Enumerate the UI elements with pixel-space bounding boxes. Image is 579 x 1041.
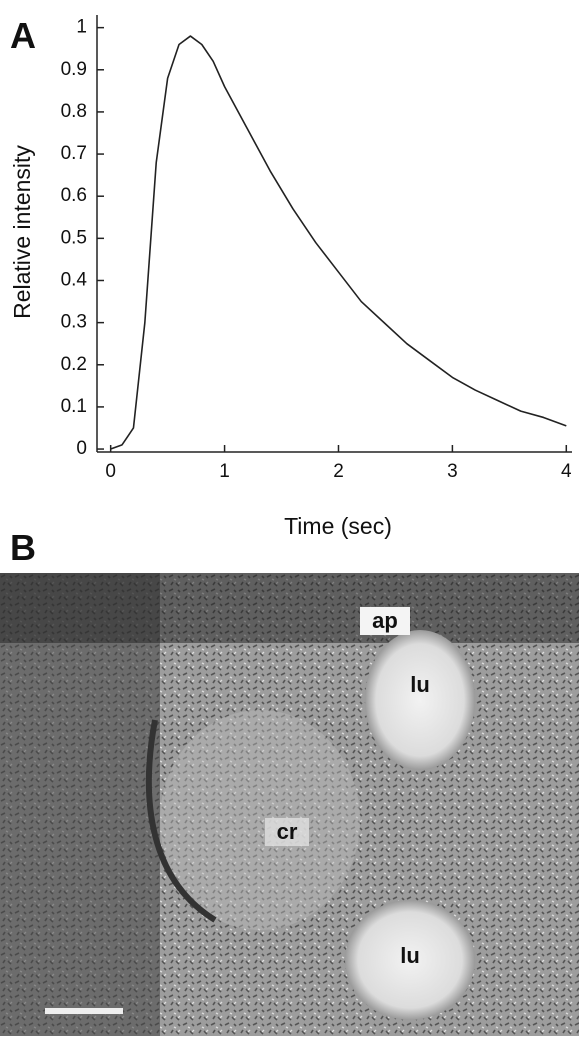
image-label: lu — [400, 943, 420, 968]
x-tick-label: 0 — [105, 461, 116, 482]
x-tick-label: 4 — [561, 461, 572, 482]
y-tick-label: 0.5 — [61, 227, 87, 248]
y-axis-label: Relative intensity — [9, 145, 35, 319]
data-line — [110, 35, 567, 450]
y-tick-label: 0.9 — [61, 59, 87, 80]
y-tick-label: 0.1 — [61, 396, 87, 417]
y-tick-label: 0.2 — [61, 354, 87, 375]
panel-label: A — [10, 15, 36, 56]
y-tick-label: 0 — [76, 438, 87, 459]
y-tick-label: 0.7 — [61, 143, 87, 164]
micrograph — [0, 573, 579, 1036]
image-label: lu — [410, 672, 430, 697]
x-axis-label: Time (sec) — [284, 513, 392, 539]
x-tick-label: 2 — [333, 461, 344, 482]
y-tick-label: 1 — [76, 17, 87, 38]
image-label: ap — [372, 608, 398, 633]
y-tick-label: 0.4 — [61, 270, 88, 291]
x-tick-label: 1 — [219, 461, 230, 482]
y-tick-label: 0.8 — [61, 101, 87, 122]
y-tick-label: 0.6 — [61, 185, 87, 206]
y-tick-label: 0.3 — [61, 312, 87, 333]
image-label: cr — [277, 819, 298, 844]
panel-label: B — [10, 527, 36, 568]
x-tick-label: 3 — [447, 461, 458, 482]
